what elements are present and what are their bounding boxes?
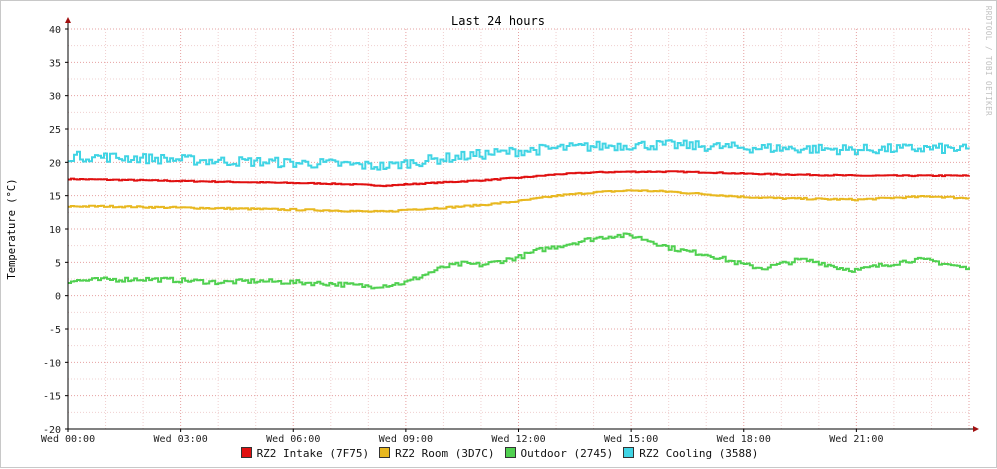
y-tick-label: 20 xyxy=(49,158,61,169)
x-tick-label: Wed 03:00 xyxy=(154,434,208,445)
legend-item: RZ2 Cooling (3588) xyxy=(623,447,758,460)
axes xyxy=(65,17,979,432)
y-axis-arrow-icon xyxy=(65,17,71,23)
y-tick-label: 35 xyxy=(49,58,61,69)
x-tick-label: Wed 21:00 xyxy=(829,434,883,445)
legend-swatch xyxy=(623,447,635,458)
y-tick-label: 25 xyxy=(49,125,61,136)
y-tick-label: -15 xyxy=(43,392,61,403)
series-lines xyxy=(68,139,970,290)
y-tick-label: -10 xyxy=(43,358,61,369)
y-tick-label: 30 xyxy=(49,92,61,103)
chart-title: Last 24 hours xyxy=(451,14,545,28)
y-tick-label: -20 xyxy=(43,425,61,436)
x-tick-label: Wed 18:00 xyxy=(717,434,771,445)
series-line-4 xyxy=(68,139,970,171)
legend-item: RZ2 Room (3D7C) xyxy=(379,447,495,460)
y-tick-label: 40 xyxy=(49,25,61,36)
y-tick-label: 15 xyxy=(49,192,61,203)
grid xyxy=(67,28,970,430)
y-tick-label: 5 xyxy=(55,258,61,269)
x-tick-label: Wed 12:00 xyxy=(491,434,545,445)
x-tick-label: Wed 15:00 xyxy=(604,434,658,445)
series-line-1 xyxy=(68,170,970,188)
legend-swatch xyxy=(379,447,391,458)
legend-label: RZ2 Cooling (3588) xyxy=(639,447,759,460)
legend-label: Outdoor (2745) xyxy=(520,447,614,460)
x-tick-label: Wed 09:00 xyxy=(379,434,433,445)
legend: RZ2 Intake (7F75) RZ2 Room (3D7C) Outdoor … xyxy=(1,447,997,460)
legend-swatch xyxy=(240,447,252,458)
y-tick-label: 0 xyxy=(55,292,61,303)
x-tick-label: Wed 06:00 xyxy=(266,434,320,445)
rrdtool-watermark: RRDTOOL / TOBI OETIKER xyxy=(984,6,993,116)
legend-item: RZ2 Intake (7F75) xyxy=(240,447,370,460)
y-axis-label: Temperature (°C) xyxy=(6,178,18,279)
series-line-3 xyxy=(68,232,970,290)
series-line-2 xyxy=(68,189,970,213)
x-axis-arrow-icon xyxy=(973,426,979,432)
legend-item: Outdoor (2745) xyxy=(504,447,614,460)
y-tick-label: 10 xyxy=(49,225,61,236)
legend-label: RZ2 Room (3D7C) xyxy=(395,447,495,460)
legend-label: RZ2 Intake (7F75) xyxy=(256,447,370,460)
y-tick-label: -5 xyxy=(49,325,61,336)
x-tick-label: Wed 00:00 xyxy=(41,434,95,445)
legend-swatch xyxy=(504,447,516,458)
